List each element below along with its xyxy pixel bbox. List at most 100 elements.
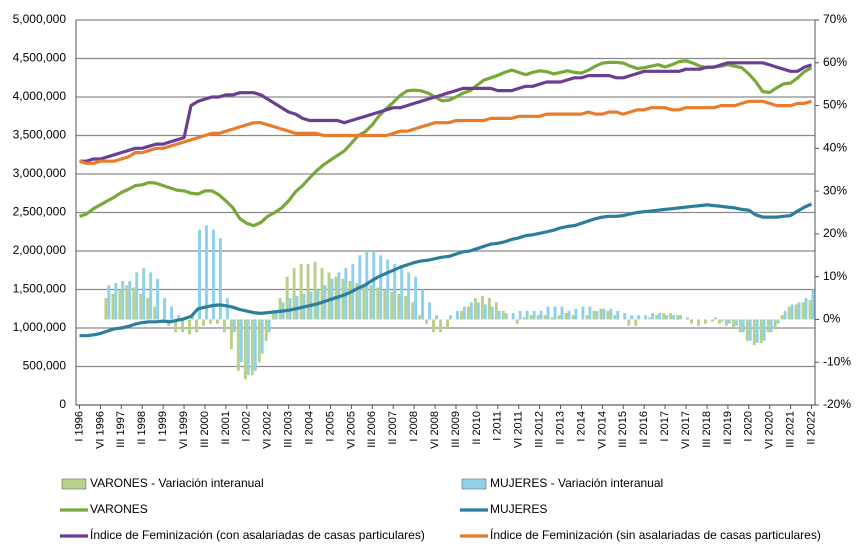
x-tick-label: I 2014 (575, 411, 587, 442)
bar (236, 319, 240, 371)
bar (393, 263, 397, 320)
x-tick-label: I 1996 (73, 411, 85, 442)
bar (421, 289, 425, 320)
y2-tick-label: 40% (823, 141, 847, 155)
bar (627, 319, 631, 326)
bar (783, 310, 787, 320)
y-tick-label: 1,000,000 (13, 320, 67, 334)
bar (271, 310, 275, 320)
bar (497, 310, 501, 320)
bar (232, 319, 236, 333)
line (79, 59, 813, 228)
y2-tick-label: 10% (823, 269, 847, 283)
legend-label: Índice de Feminización (sin asalariadas … (490, 527, 821, 542)
bar (139, 293, 143, 320)
bar (595, 310, 599, 320)
bar (662, 313, 666, 320)
bar (529, 315, 533, 320)
bar (773, 319, 777, 328)
bar (616, 310, 620, 320)
line (79, 61, 812, 163)
bar (504, 313, 508, 320)
bar (250, 319, 254, 376)
bar (320, 268, 324, 320)
legend-label: VARONES - Variación interanual (90, 476, 264, 490)
bar (404, 295, 408, 320)
x-tick-label: VI 2014 (596, 411, 608, 449)
bar (613, 315, 617, 320)
bar (313, 261, 317, 320)
bar (697, 319, 700, 326)
x-tick-label: II 2013 (554, 411, 566, 445)
bar (369, 285, 373, 320)
x-tick-label: III 2021 (785, 411, 797, 448)
bar (455, 310, 459, 320)
bar (734, 319, 738, 326)
bar (460, 310, 463, 320)
bar (111, 293, 115, 320)
x-tick-label: VI 2005 (345, 411, 357, 449)
bar (539, 310, 543, 320)
bar (114, 283, 118, 320)
y-tick-label: 2,000,000 (13, 243, 67, 257)
bar (515, 319, 519, 324)
bar (390, 291, 394, 320)
bar (132, 287, 136, 320)
bar (536, 315, 540, 320)
x-tick-label: VI 1996 (94, 411, 106, 449)
bar (543, 315, 547, 320)
bar (425, 319, 429, 324)
bar (724, 319, 728, 326)
bar (669, 313, 673, 320)
bar (511, 313, 515, 320)
x-tick-label: I 2017 (659, 411, 671, 442)
x-tick-label: VI 1999 (178, 411, 190, 449)
bar (648, 317, 652, 320)
bar (553, 306, 557, 320)
bar (672, 315, 676, 320)
bar (713, 317, 717, 320)
bar (655, 315, 659, 320)
x-tick-label: I 2011 (492, 411, 504, 441)
bar (630, 315, 634, 320)
bar (727, 319, 731, 324)
bar (704, 319, 707, 324)
bar (253, 319, 257, 371)
bar (306, 263, 310, 320)
bar (755, 319, 759, 343)
bar (292, 268, 296, 320)
y-tick-label: 4,000,000 (13, 89, 67, 103)
bar (546, 306, 550, 320)
bar (215, 319, 219, 324)
bar (327, 272, 331, 320)
y-tick-label: 3,000,000 (13, 166, 67, 180)
bar (104, 298, 108, 320)
bar (239, 319, 243, 363)
y2-tick-label: -20% (823, 397, 851, 411)
bar (411, 302, 415, 320)
y2-tick-label: -10% (823, 354, 851, 368)
bar (797, 302, 801, 320)
bar (372, 251, 376, 320)
bar (428, 302, 431, 320)
bar (634, 319, 638, 326)
bar (191, 315, 194, 320)
x-tick-label: II 2019 (722, 411, 734, 445)
bar (637, 315, 641, 320)
bar (379, 255, 383, 320)
bar (274, 310, 278, 320)
bar (787, 306, 791, 320)
bar (679, 315, 682, 320)
bar (257, 319, 261, 363)
bar (204, 225, 208, 320)
bar (118, 289, 122, 320)
x-tick-label: III 2006 (366, 411, 378, 448)
bar (462, 306, 466, 320)
x-tick-label: VI 2017 (680, 411, 692, 449)
bar (278, 298, 282, 320)
x-tick-label: II 2016 (638, 411, 650, 445)
legend-label: MUJERES (490, 502, 547, 516)
bar (676, 315, 680, 320)
y-tick-label: 4,500,000 (13, 51, 67, 65)
line (79, 99, 812, 165)
